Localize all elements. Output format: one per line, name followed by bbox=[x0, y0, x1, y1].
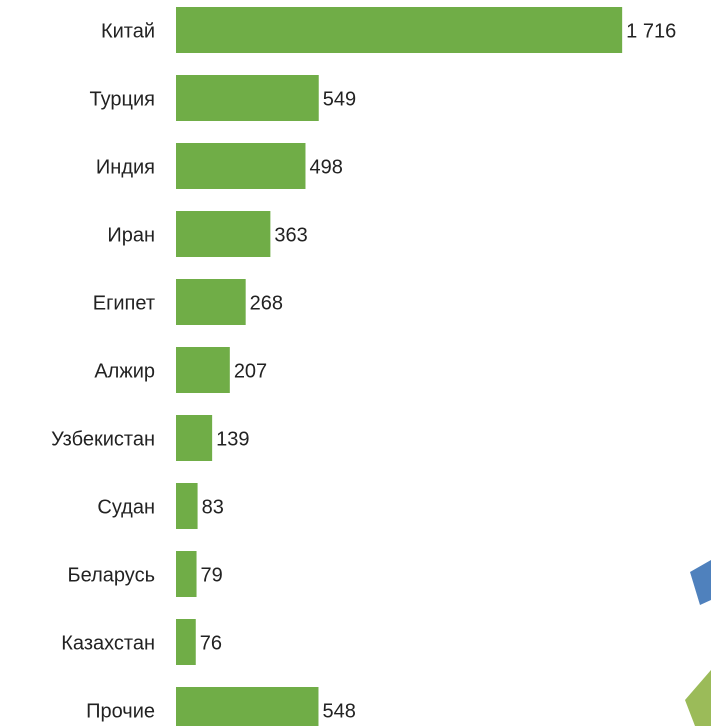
value-label: 83 bbox=[202, 496, 224, 518]
value-label: 207 bbox=[234, 360, 267, 382]
value-label: 549 bbox=[323, 88, 356, 110]
category-label: Египет bbox=[93, 292, 155, 314]
category-label: Судан bbox=[97, 496, 155, 518]
category-label: Узбекистан bbox=[51, 428, 155, 450]
category-label: Казахстан bbox=[61, 632, 155, 654]
decoration bbox=[690, 560, 711, 605]
category-label: Алжир bbox=[94, 360, 155, 382]
value-label: 498 bbox=[309, 156, 342, 178]
bar bbox=[176, 143, 306, 189]
category-label: Турция bbox=[90, 88, 155, 110]
value-label: 363 bbox=[274, 224, 307, 246]
bar bbox=[176, 619, 196, 665]
value-label: 76 bbox=[200, 632, 222, 654]
category-label: Иран bbox=[107, 224, 155, 246]
bar bbox=[176, 7, 623, 53]
bar bbox=[176, 483, 198, 529]
category-label: Китай bbox=[101, 20, 155, 42]
bar bbox=[176, 279, 246, 325]
bar bbox=[176, 75, 319, 121]
category-label: Прочие bbox=[86, 700, 155, 722]
value-label: 1 716 bbox=[626, 20, 676, 42]
value-label: 79 bbox=[201, 564, 223, 586]
decoration bbox=[685, 670, 711, 726]
bar bbox=[176, 551, 197, 597]
bar bbox=[176, 687, 319, 726]
value-label: 139 bbox=[216, 428, 249, 450]
bar bbox=[176, 347, 230, 393]
value-label: 548 bbox=[322, 700, 355, 722]
bar bbox=[176, 211, 271, 257]
bar bbox=[176, 415, 213, 461]
category-label: Беларусь bbox=[68, 564, 155, 586]
value-label: 268 bbox=[250, 292, 283, 314]
category-label: Индия bbox=[96, 156, 155, 178]
